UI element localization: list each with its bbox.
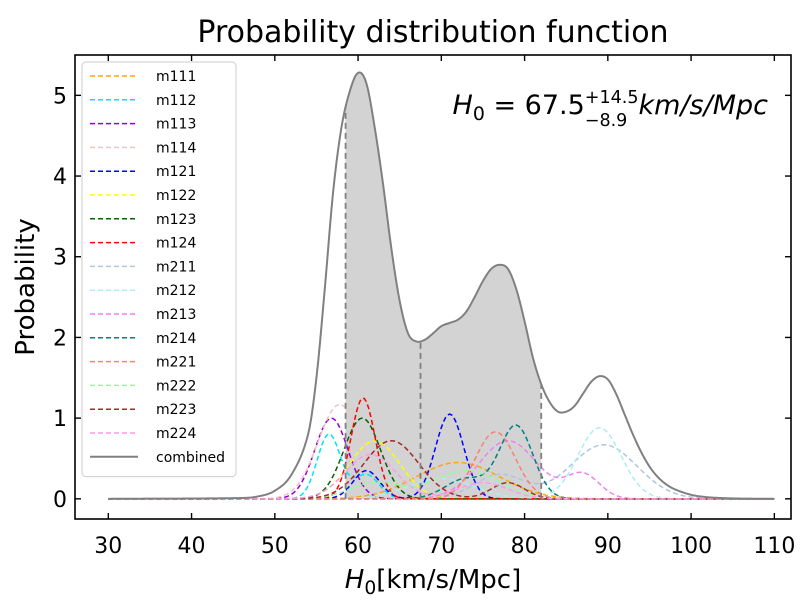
x-tick-label: 80 xyxy=(511,534,539,559)
legend-label-m122: m122 xyxy=(156,188,196,204)
y-tick-label: 3 xyxy=(53,246,67,271)
y-tick-label: 2 xyxy=(53,326,67,351)
chart-title: Probability distribution function xyxy=(197,15,668,50)
y-tick-label: 4 xyxy=(53,165,67,190)
axis-ticks: 30 40 50 60 70 80 90 100 110 0 1 2 3 4 5 xyxy=(53,55,795,559)
legend-box xyxy=(81,61,237,478)
legend-label-m111: m111 xyxy=(156,69,196,85)
x-tick-label: 60 xyxy=(344,534,372,559)
legend-label-m213: m213 xyxy=(156,307,196,323)
x-tick-label: 100 xyxy=(670,534,712,559)
legend-label-m112: m112 xyxy=(156,93,196,109)
x-tick-label: 30 xyxy=(94,534,122,559)
legend-label-m224: m224 xyxy=(156,426,196,442)
legend: m111 m112 m113 m114 m121 m122 m123 m124 m211 m212… xyxy=(81,61,237,478)
x-tick-label: 40 xyxy=(178,534,206,559)
x-tick-label: 110 xyxy=(753,534,795,559)
series-curve-m121 xyxy=(108,413,775,500)
credible-region-fill xyxy=(345,72,542,499)
legend-label-m123: m123 xyxy=(156,212,196,228)
legend-label-m211: m211 xyxy=(156,259,196,275)
x-tick-label: 70 xyxy=(427,534,455,559)
x-tick-label: 90 xyxy=(594,534,622,559)
series-layer xyxy=(108,71,775,500)
legend-label-m121: m121 xyxy=(156,164,196,180)
legend-label-combined: combined xyxy=(156,450,225,466)
y-axis-label: Probability xyxy=(11,218,41,355)
x-axis-label: H0[km/s/Mpc] xyxy=(345,565,521,599)
y-tick-label: 5 xyxy=(53,84,67,109)
series-curve-combined xyxy=(108,71,775,500)
series-curve-m224 xyxy=(108,453,775,500)
y-tick-label: 1 xyxy=(53,407,67,432)
plot-frame xyxy=(74,54,792,520)
y-tick-label: 0 xyxy=(53,488,67,513)
h0-lower-error: −8.9 xyxy=(585,111,628,131)
series-curve-m222 xyxy=(108,469,775,500)
x-tick-label: 50 xyxy=(261,534,289,559)
credible-region-layer xyxy=(345,72,542,499)
legend-label-m222: m222 xyxy=(156,378,196,394)
legend-label-m212: m212 xyxy=(156,283,196,299)
legend-label-m221: m221 xyxy=(156,355,196,371)
h0-annotation: H0 = 67.5+14.5km/s/Mpc xyxy=(453,88,769,125)
legend-label-m113: m113 xyxy=(156,117,196,133)
legend-label-m214: m214 xyxy=(156,331,196,347)
credible-marker-layer xyxy=(344,106,543,499)
legend-label-m114: m114 xyxy=(156,140,196,156)
legend-label-m223: m223 xyxy=(156,402,196,418)
legend-label-m124: m124 xyxy=(156,236,196,252)
